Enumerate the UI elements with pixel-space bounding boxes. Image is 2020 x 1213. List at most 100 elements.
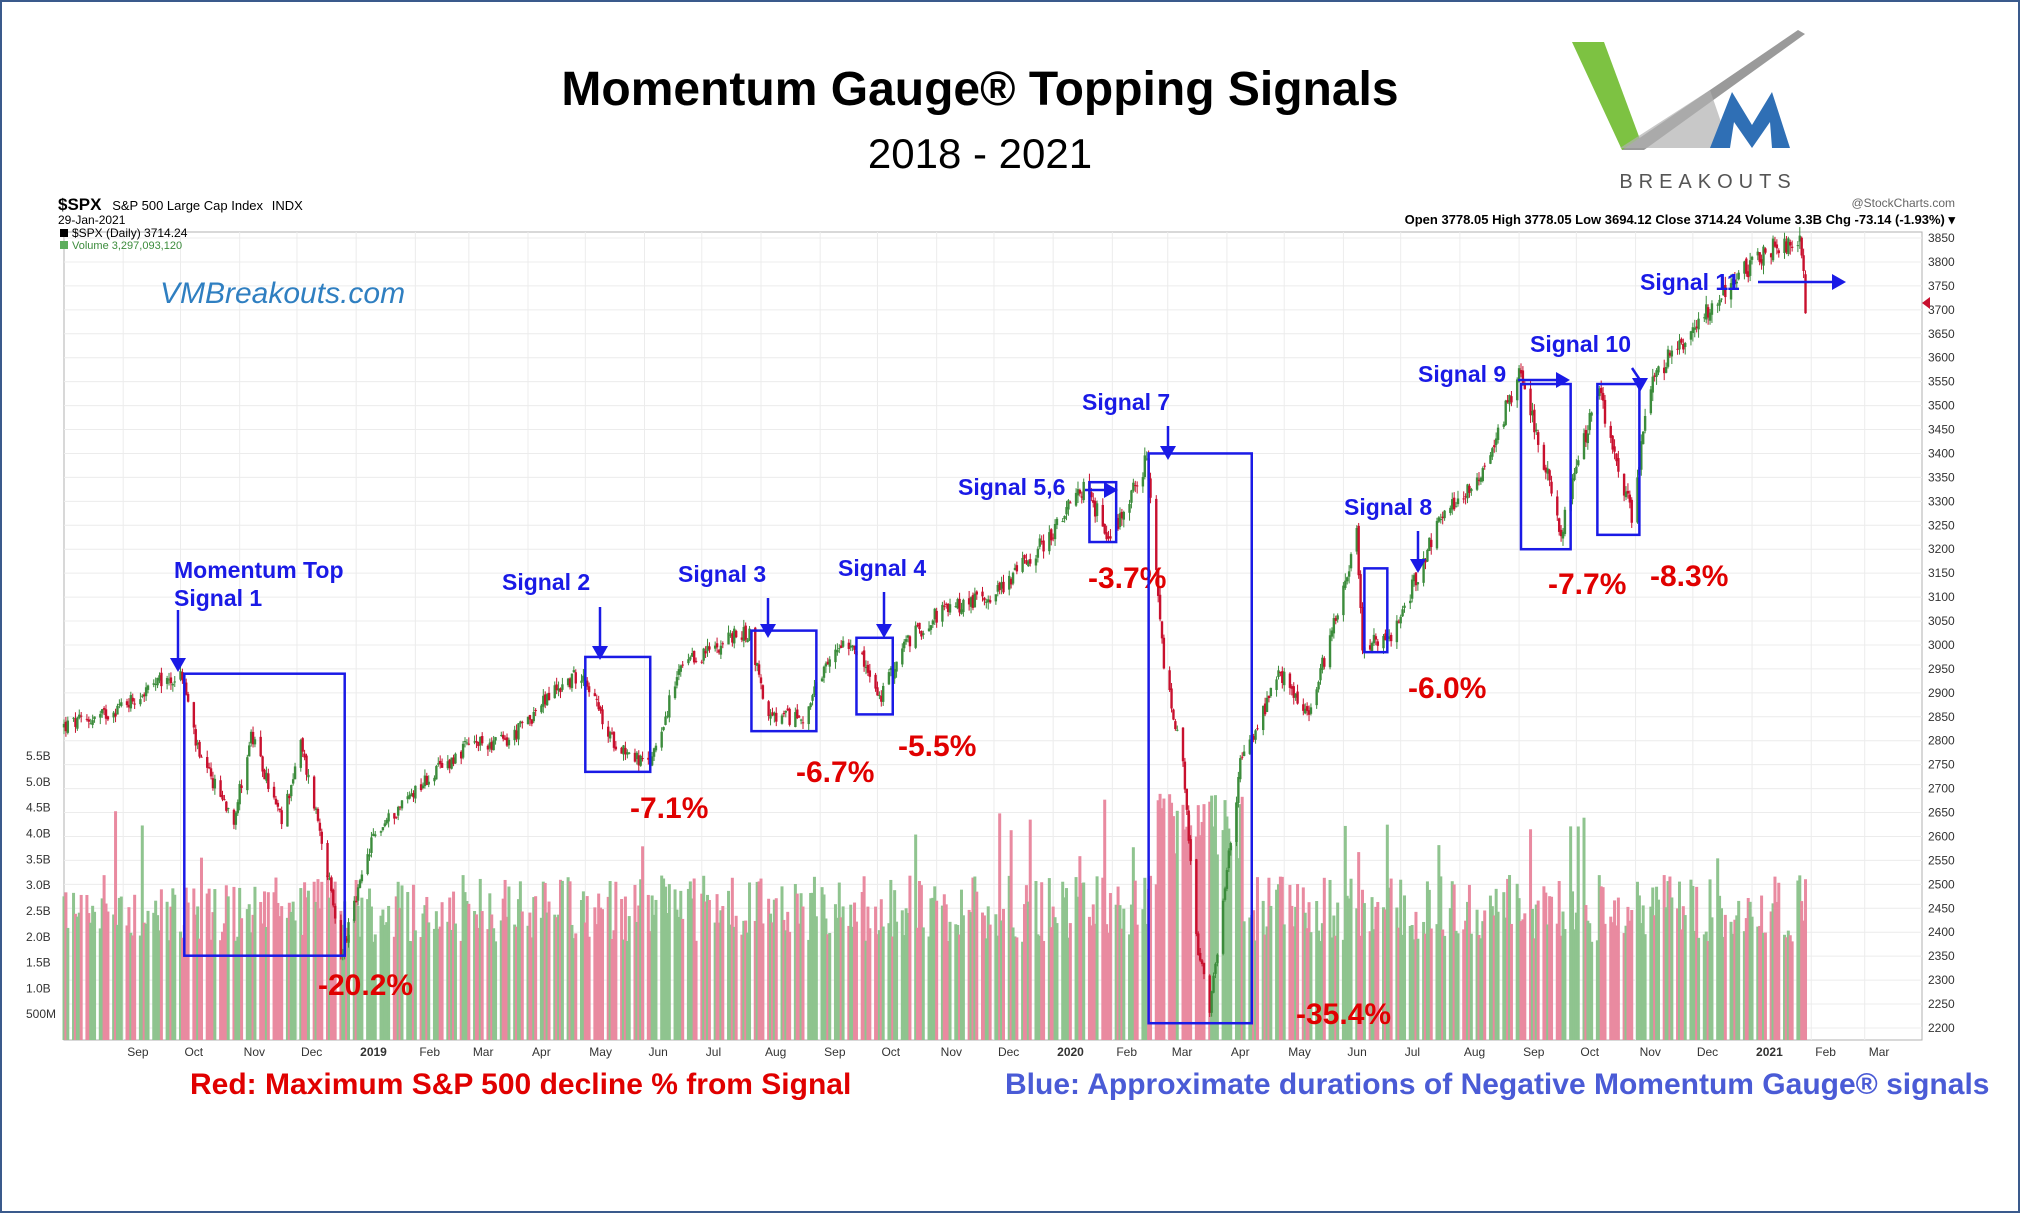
legend-price-swatch [60,229,68,237]
price-candle-body [849,645,852,648]
price-candle-body [862,650,866,667]
price-candle-body [494,737,497,741]
price-candle-body [1523,383,1527,390]
price-candle-body [826,661,830,665]
volume-bar [419,937,423,1040]
volume-bar [1760,895,1764,1040]
month-tick-label: Sep [127,1045,149,1059]
price-candle-body [1242,751,1246,756]
price-candle-body [1561,531,1565,539]
volume-bar [707,900,711,1040]
price-candle-body [903,641,906,649]
price-candle-body [1067,500,1070,510]
price-candle-body [691,653,694,657]
volume-bar [1055,923,1059,1040]
price-candle-body [490,741,493,750]
volume-bar [1385,824,1389,1040]
price-candle-body [1029,559,1032,564]
price-candle-body [681,664,684,666]
volume-bar [1296,884,1300,1040]
volume-bar [140,825,144,1040]
month-tick-label: Oct [881,1045,900,1059]
volume-bar [398,907,402,1040]
volume-bar [889,879,893,1040]
volume-bar [436,928,440,1040]
volume-bar [822,894,826,1040]
volume-bar [1466,901,1470,1040]
volume-bar [780,886,784,1040]
volume-bar [662,878,666,1040]
price-candle-body [278,808,281,811]
price-candle-body [1622,473,1626,496]
volume-bar [1078,856,1082,1040]
volume-bar [1737,900,1741,1040]
price-candle-body [1240,756,1244,758]
price-candle-body [440,763,444,768]
volume-bar [1345,895,1349,1040]
price-candle-body [788,708,791,725]
price-candle-body [1682,343,1685,350]
volume-bar [1089,925,1093,1040]
price-candle-body [555,684,558,691]
volume-bar [1095,876,1099,1040]
volume-bar [303,882,307,1040]
volume-bar [452,891,456,1040]
price-candle-body [1229,843,1232,851]
price-candle-body [165,678,169,684]
volume-bar [1422,921,1426,1040]
volume-bar [566,877,570,1040]
price-candle-body [314,808,318,810]
price-candle-body [1785,241,1788,253]
price-candle-body [1155,498,1158,570]
volume-bar [1798,875,1802,1040]
price-candle-body [1422,558,1425,583]
price-candle-body [1718,299,1721,306]
volume-bar [1542,886,1546,1040]
volume-bar [1475,909,1479,1040]
price-candle-body [544,694,547,705]
price-candle-body [1466,484,1469,499]
volume-bar [1301,887,1305,1040]
price-candle-body [234,812,238,825]
price-tick-label: 2650 [1928,806,1955,820]
volume-bar [1563,929,1567,1040]
price-candle-body [301,738,304,752]
volume-bar [1087,916,1091,1040]
volume-bar [450,929,454,1040]
price-candle-body [1624,491,1628,498]
volume-bar [62,896,66,1040]
price-candle-body [839,645,843,648]
volume-bar [91,905,95,1040]
volume-bar [427,922,431,1040]
volume-bar [64,892,68,1040]
volume-bar [333,881,337,1040]
price-candle-body [1573,472,1576,481]
price-candle-body [1428,537,1431,551]
price-candle-body [1668,352,1672,356]
price-candle-body [1000,582,1003,589]
price-candle-body [1586,433,1590,444]
price-candle-body [801,722,805,724]
volume-bar [102,875,106,1040]
price-candle-body [467,743,471,745]
volume-bar [833,904,837,1040]
volume-bar [238,887,242,1040]
price-candle-body [1011,572,1015,584]
volume-bar [635,921,639,1040]
price-tick-label: 2250 [1928,997,1955,1011]
volume-bar [1074,877,1078,1040]
volume-bar [129,932,133,1040]
volume-bar [291,901,295,1040]
volume-bar [1382,907,1386,1040]
price-candle-body [895,661,898,672]
price-candle-body [1143,455,1147,478]
volume-bar [327,897,331,1040]
volume-bar [1000,920,1004,1040]
volume-bar [1784,937,1788,1040]
price-candle-body [734,630,738,638]
price-candle-body [820,678,824,682]
volume-bar [767,898,771,1040]
price-candle-body [1252,736,1255,740]
volume-bar [1550,896,1554,1040]
volume-bar [85,894,89,1040]
